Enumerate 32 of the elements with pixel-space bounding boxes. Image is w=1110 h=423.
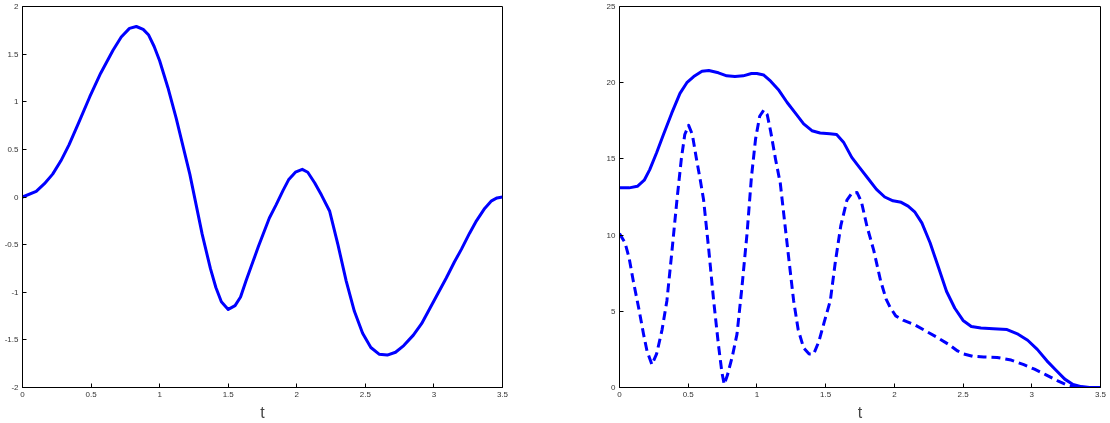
x-tick-label: 3 (431, 389, 437, 399)
x-tick-label: 0.5 (85, 389, 98, 399)
x-tick-label: 0.5 (682, 389, 695, 399)
x-tick-label: 1.5 (820, 389, 832, 399)
x-tick-label: 3 (1029, 389, 1035, 399)
x-axis-title: t (857, 403, 863, 421)
x-tick-label: 3.5 (496, 389, 509, 399)
y-tick-label: -2 (11, 383, 20, 392)
y-tick-label: -1.5 (4, 335, 20, 345)
y-tick-label: 1 (14, 97, 20, 107)
x-tick-label: 2 (892, 389, 898, 399)
y-tick-label: 1.5 (7, 49, 20, 59)
x-tick-label: 1 (754, 389, 760, 399)
x-tick-label: 1 (157, 389, 163, 399)
y-tick-label: 20 (606, 78, 617, 88)
y-tick-label: 15 (606, 154, 617, 164)
y-tick-label: 0.5 (7, 144, 20, 154)
x-tick-label: 2 (294, 389, 300, 399)
x-axis-title: t (260, 403, 266, 421)
x-tick-label: 2.5 (359, 389, 372, 399)
y-tick-label: 5 (611, 306, 617, 316)
y-tick-label: -0.5 (4, 240, 20, 250)
y-tick-label: -1 (11, 287, 20, 297)
y-tick-label: 0 (611, 383, 617, 392)
y-tick-label: 10 (606, 230, 617, 240)
y-tick-label: 0 (14, 192, 20, 202)
x-tick-label: 3.5 (1094, 389, 1107, 399)
x-tick-label: 1.5 (222, 389, 235, 399)
y-tick-label: 25 (606, 2, 617, 11)
x-tick-label: 2.5 (957, 389, 970, 399)
line-series (22, 25, 503, 357)
y-tick-label: 2 (14, 2, 20, 11)
